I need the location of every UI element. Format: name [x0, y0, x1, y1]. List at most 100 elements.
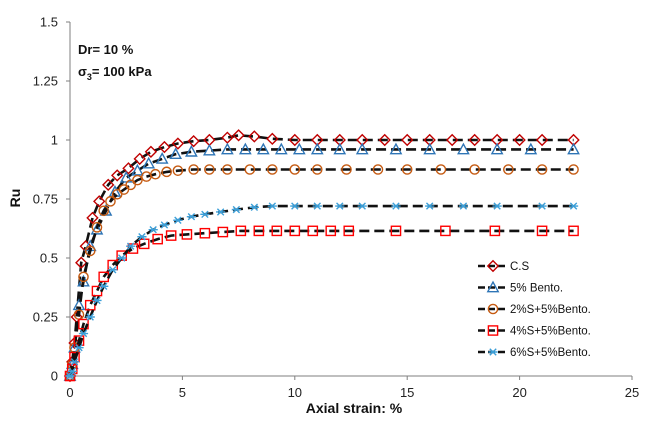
legend-marker: [488, 348, 498, 356]
data-point: [185, 144, 198, 157]
data-point: [389, 142, 403, 155]
data-point: [492, 202, 502, 210]
legend-marker: [486, 259, 500, 273]
legend-label: C.S: [510, 261, 530, 273]
data-point: [204, 164, 215, 175]
data-point: [152, 233, 163, 245]
series-line: [68, 133, 574, 377]
legend-label: 2%S+5%Bento.: [510, 304, 591, 316]
data-point: [217, 226, 229, 238]
data-point: [181, 229, 193, 240]
data-point: [108, 266, 118, 274]
data-point: [503, 164, 514, 175]
data-point: [216, 208, 226, 216]
data-point: [244, 164, 256, 175]
data-point: [144, 145, 158, 158]
data-point: [173, 216, 183, 224]
legend-item: 2%S+5%Bento.: [478, 303, 591, 316]
x-axis-title: Axial strain: %: [306, 400, 403, 416]
legend-marker: [487, 325, 499, 336]
data-point: [65, 372, 75, 380]
data-point: [391, 202, 401, 210]
data-point: [102, 178, 115, 192]
data-point: [266, 132, 279, 146]
data-point: [401, 133, 414, 147]
data-point: [267, 164, 278, 175]
data-point: [325, 225, 337, 237]
data-point: [311, 164, 323, 175]
data-point: [142, 156, 156, 169]
data-point: [335, 202, 345, 210]
data-point: [289, 164, 301, 175]
data-point: [378, 133, 391, 147]
data-point: [568, 164, 579, 175]
data-point: [435, 164, 447, 175]
data-point: [524, 142, 538, 155]
data-point: [271, 225, 283, 237]
data-point: [199, 227, 211, 239]
x-tick-label: 5: [179, 385, 186, 400]
data-point: [67, 367, 77, 375]
legend-label: 5% Bento.: [510, 283, 563, 295]
data-point: [235, 225, 247, 237]
data-point: [93, 195, 106, 208]
legend-item: 6%S+5%Bento.: [478, 347, 591, 359]
data-point: [119, 170, 133, 183]
data-point: [148, 225, 158, 234]
data-point: [468, 133, 481, 147]
data-point: [307, 225, 319, 237]
data-point: [92, 296, 102, 305]
y-tick-label: 1.25: [33, 74, 58, 89]
data-point: [158, 140, 171, 154]
data-point: [290, 202, 300, 210]
data-point: [155, 152, 169, 164]
data-point: [84, 245, 96, 257]
data-point: [74, 343, 84, 352]
data-point: [99, 282, 109, 291]
data-point: [489, 225, 501, 237]
data-point: [423, 142, 437, 155]
data-point: [69, 358, 80, 366]
data-point: [220, 142, 234, 155]
data-point: [165, 230, 177, 241]
data-point: [445, 133, 459, 147]
series-4: [65, 202, 579, 380]
data-point: [568, 202, 579, 210]
data-point: [469, 164, 480, 175]
data-point: [536, 164, 548, 175]
data-point: [253, 225, 265, 237]
data-point: [567, 142, 580, 155]
data-point: [86, 211, 99, 225]
data-point: [98, 205, 110, 217]
series-3: [64, 225, 579, 382]
data-point: [122, 162, 135, 175]
data-point: [126, 242, 136, 250]
annotation-sigma: σ3= 100 kPa: [78, 64, 152, 82]
data-point: [222, 164, 233, 175]
data-point: [238, 142, 252, 155]
data-point: [169, 147, 183, 160]
x-tick-label: 15: [400, 385, 414, 400]
data-point: [171, 137, 185, 150]
data-point: [513, 133, 526, 147]
data-point: [372, 164, 384, 175]
data-point: [292, 142, 306, 155]
data-point: [188, 164, 199, 175]
legend-marker: [486, 280, 500, 293]
data-point: [333, 142, 347, 155]
data-point: [116, 250, 128, 261]
data-point: [203, 143, 216, 156]
data-point: [75, 256, 88, 269]
data-point: [537, 202, 547, 210]
legend-label: 4%S+5%Bento.: [510, 326, 591, 338]
data-point: [457, 142, 470, 155]
data-point: [90, 222, 104, 235]
data-point: [133, 152, 146, 166]
legend-item: C.S: [478, 259, 530, 273]
data-point: [231, 205, 241, 214]
data-point: [111, 169, 124, 182]
data-point: [355, 142, 369, 155]
annotation-sigma-value: = 100 kPa: [92, 64, 152, 79]
